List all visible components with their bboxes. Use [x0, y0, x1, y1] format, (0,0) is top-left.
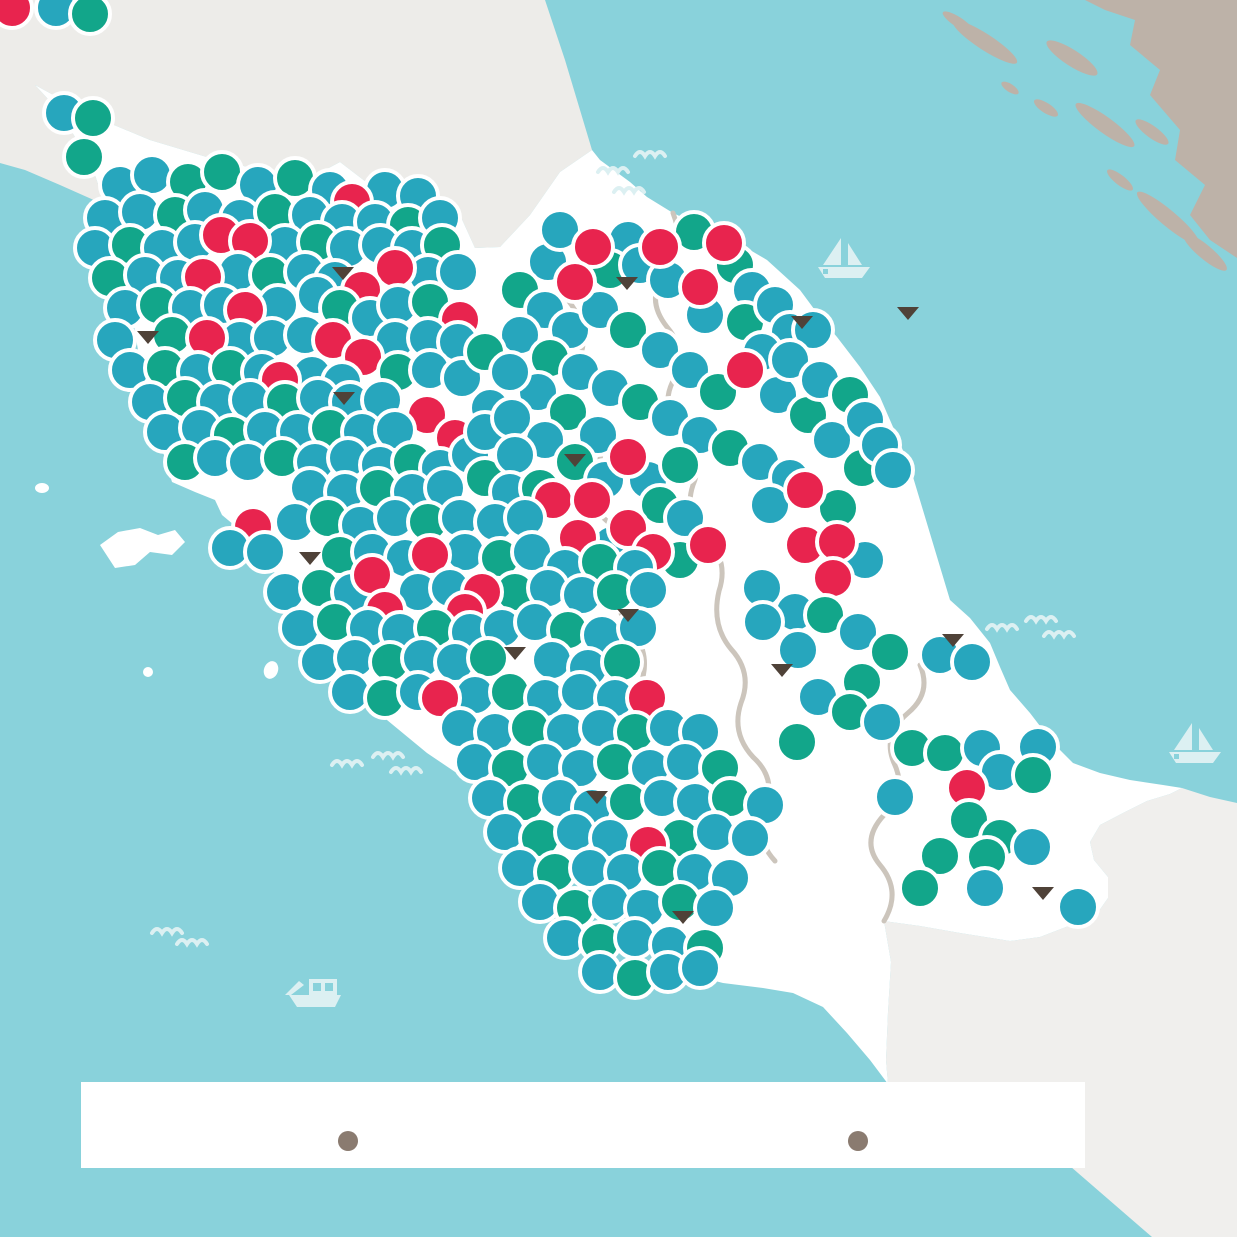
map-point[interactable]: [1010, 825, 1054, 869]
map-point[interactable]: [810, 418, 854, 462]
map-point[interactable]: [553, 260, 597, 304]
map-point[interactable]: [918, 834, 962, 878]
map-point[interactable]: [783, 468, 827, 512]
map-point[interactable]: [702, 221, 746, 265]
map-point[interactable]: [950, 640, 994, 684]
map-point[interactable]: [418, 676, 462, 720]
map-point[interactable]: [606, 435, 650, 479]
legend-dot: [848, 1131, 868, 1151]
map-point[interactable]: [626, 568, 670, 612]
map-points-layer: [0, 0, 1100, 1000]
map-point[interactable]: [768, 338, 812, 382]
map-point[interactable]: [678, 946, 722, 990]
map-point[interactable]: [693, 886, 737, 930]
map-point[interactable]: [613, 916, 657, 960]
map-point[interactable]: [570, 478, 614, 522]
map-point[interactable]: [1011, 753, 1055, 797]
map-point[interactable]: [775, 720, 819, 764]
map-point[interactable]: [68, 0, 112, 36]
map-point[interactable]: [200, 150, 244, 194]
map-point[interactable]: [488, 350, 532, 394]
map-point[interactable]: [530, 638, 574, 682]
map-point[interactable]: [723, 348, 767, 392]
map-point[interactable]: [436, 250, 480, 294]
legend-dot: [338, 1131, 358, 1151]
map-point[interactable]: [860, 700, 904, 744]
map-point[interactable]: [1056, 885, 1100, 929]
map-point[interactable]: [868, 630, 912, 674]
map-point[interactable]: [898, 866, 942, 910]
map-point[interactable]: [638, 225, 682, 269]
map-point[interactable]: [923, 731, 967, 775]
legend-background: [81, 1082, 1085, 1168]
map-point[interactable]: [678, 265, 722, 309]
map-point[interactable]: [873, 775, 917, 819]
map-point[interactable]: [658, 443, 702, 487]
southeast-land: [884, 788, 1237, 1237]
map-point[interactable]: [62, 135, 106, 179]
map-point[interactable]: [0, 0, 34, 30]
map-point[interactable]: [815, 520, 859, 564]
map-point[interactable]: [130, 153, 174, 197]
map-point[interactable]: [600, 640, 644, 684]
map-point[interactable]: [776, 628, 820, 672]
legend-dots: [338, 1131, 868, 1151]
map-point[interactable]: [811, 556, 855, 600]
map-point[interactable]: [836, 610, 880, 654]
map-point[interactable]: [571, 225, 615, 269]
far-coast-islands: [942, 11, 1227, 271]
map-point[interactable]: [71, 96, 115, 140]
map-point[interactable]: [963, 866, 1007, 910]
map-point[interactable]: [871, 448, 915, 492]
map-point[interactable]: [606, 308, 650, 352]
north-land: [0, 0, 592, 248]
map-point[interactable]: [546, 390, 590, 434]
map-point[interactable]: [243, 530, 287, 574]
map-point[interactable]: [741, 600, 785, 644]
map-point[interactable]: [638, 328, 682, 372]
map-point[interactable]: [686, 523, 730, 567]
map-point[interactable]: [728, 816, 772, 860]
islands: [35, 483, 279, 679]
legend-bar: [81, 1082, 1085, 1168]
far-coast-land: [942, 0, 1237, 271]
